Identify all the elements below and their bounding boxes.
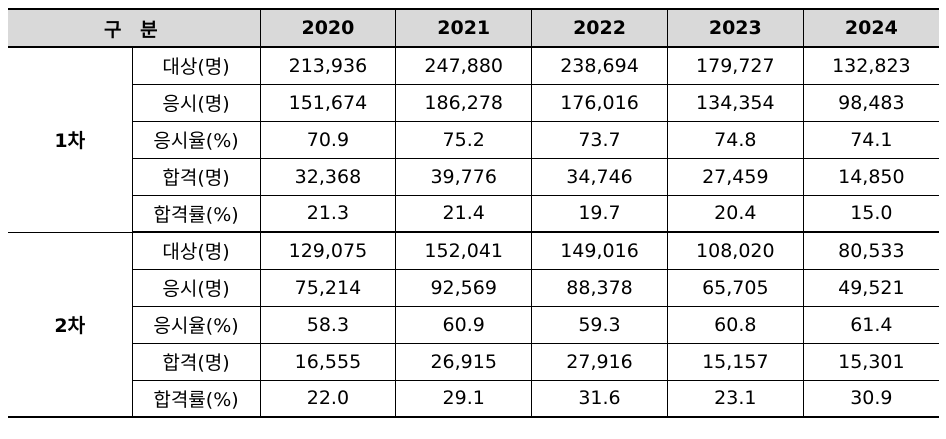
table-body: 1차 대상(명) 213,936 247,880 238,694 179,727 132,8…: [8, 46, 939, 418]
table-header-row: 구 분 2020 2021 2022 2023 2024: [8, 8, 939, 48]
value-cell: 15,157: [666, 342, 804, 381]
value-cell: 186,278: [395, 83, 533, 122]
value-cell: 31.6: [531, 379, 668, 418]
value-cell: 20.4: [666, 194, 804, 233]
header-category-label: 구 분: [8, 8, 261, 48]
group-label: 2차: [8, 231, 133, 418]
header-year-2023: 2023: [666, 8, 804, 48]
value-cell: 19.7: [531, 194, 668, 233]
value-cell: 74.8: [666, 120, 804, 159]
value-cell: 179,727: [666, 46, 804, 85]
group-label: 1차: [8, 46, 133, 233]
value-cell: 30.9: [802, 379, 939, 418]
value-cell: 80,533: [802, 231, 939, 270]
row-label: 합격률(%): [132, 194, 261, 233]
value-cell: 152,041: [395, 231, 533, 270]
value-cell: 49,521: [802, 268, 939, 307]
value-cell: 213,936: [259, 46, 397, 85]
value-cell: 27,459: [666, 157, 804, 196]
value-cell: 26,915: [395, 342, 533, 381]
table-row: 합격(명) 16,555 26,915 27,916 15,157 15,301: [8, 342, 939, 381]
value-cell: 16,555: [259, 342, 397, 381]
value-cell: 58.3: [259, 305, 397, 344]
value-cell: 151,674: [259, 83, 397, 122]
value-cell: 61.4: [802, 305, 939, 344]
table-row: 응시율(%) 70.9 75.2 73.7 74.8 74.1: [8, 120, 939, 159]
value-cell: 60.9: [395, 305, 533, 344]
header-year-2024: 2024: [802, 8, 939, 48]
value-cell: 65,705: [666, 268, 804, 307]
row-label: 응시(명): [132, 268, 261, 307]
value-cell: 134,354: [666, 83, 804, 122]
row-label: 합격(명): [132, 157, 261, 196]
value-cell: 75.2: [395, 120, 533, 159]
row-label: 응시율(%): [132, 120, 261, 159]
table-row: 합격(명) 32,368 39,776 34,746 27,459 14,850: [8, 157, 939, 196]
table-row: 합격률(%) 21.3 21.4 19.7 20.4 15.0: [8, 194, 939, 233]
value-cell: 247,880: [395, 46, 533, 85]
table-row: 1차 대상(명) 213,936 247,880 238,694 179,727 132,8…: [8, 46, 939, 233]
table-row: 응시율(%) 58.3 60.9 59.3 60.8 61.4: [8, 305, 939, 344]
value-cell: 176,016: [531, 83, 668, 122]
value-cell: 34,746: [531, 157, 668, 196]
value-cell: 15,301: [802, 342, 939, 381]
value-cell: 22.0: [259, 379, 397, 418]
value-cell: 27,916: [531, 342, 668, 381]
table-row: 2차 대상(명) 129,075 152,041 149,016 108,020 80,53…: [8, 231, 939, 418]
row-label: 합격(명): [132, 342, 261, 381]
header-year-2022: 2022: [531, 8, 668, 48]
value-cell: 149,016: [531, 231, 668, 270]
table-row: 응시(명) 151,674 186,278 176,016 134,354 98,483: [8, 83, 939, 122]
value-cell: 75,214: [259, 268, 397, 307]
value-cell: 73.7: [531, 120, 668, 159]
value-cell: 29.1: [395, 379, 533, 418]
value-cell: 14,850: [802, 157, 939, 196]
value-cell: 108,020: [666, 231, 804, 270]
value-cell: 21.3: [259, 194, 397, 233]
value-cell: 238,694: [531, 46, 668, 85]
value-cell: 59.3: [531, 305, 668, 344]
row-label: 합격률(%): [132, 379, 261, 418]
header-year-2021: 2021: [395, 8, 533, 48]
value-cell: 74.1: [802, 120, 939, 159]
value-cell: 98,483: [802, 83, 939, 122]
table-row: 합격률(%) 22.0 29.1 31.6 23.1 30.9: [8, 379, 939, 418]
header-year-2020: 2020: [259, 8, 397, 48]
value-cell: 92,569: [395, 268, 533, 307]
value-cell: 129,075: [259, 231, 397, 270]
value-cell: 88,378: [531, 268, 668, 307]
value-cell: 21.4: [395, 194, 533, 233]
row-label: 대상(명): [131, 231, 261, 270]
exam-statistics-table: 구 분 2020 2021 2022 2023 2024 1차 대상(명) 213,…: [8, 8, 939, 418]
value-cell: 32,368: [259, 157, 397, 196]
value-cell: 70.9: [259, 120, 397, 159]
row-label: 응시(명): [132, 83, 261, 122]
value-cell: 132,823: [802, 46, 939, 85]
value-cell: 23.1: [666, 379, 804, 418]
row-label: 대상(명): [131, 46, 261, 85]
value-cell: 60.8: [666, 305, 804, 344]
value-cell: 39,776: [395, 157, 533, 196]
table-row: 응시(명) 75,214 92,569 88,378 65,705 49,521: [8, 268, 939, 307]
row-label: 응시율(%): [132, 305, 261, 344]
value-cell: 15.0: [802, 194, 939, 233]
